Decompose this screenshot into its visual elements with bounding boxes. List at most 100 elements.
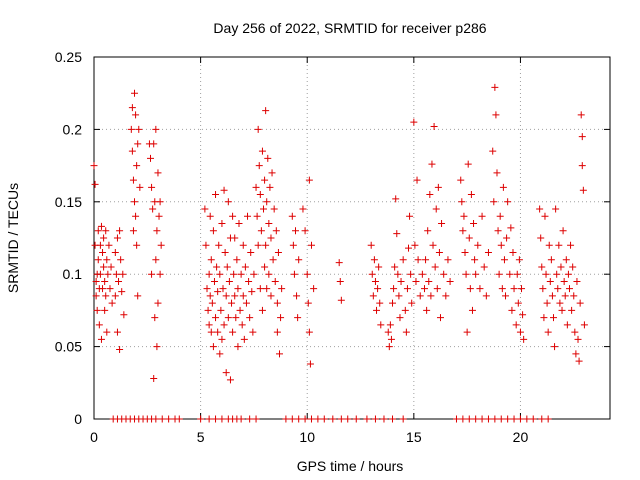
- data-point: [371, 277, 379, 285]
- data-point: [250, 270, 258, 278]
- data-point: [99, 248, 107, 256]
- data-point: [491, 83, 499, 91]
- data-point: [510, 285, 518, 293]
- data-point: [490, 198, 498, 206]
- data-point: [208, 299, 216, 307]
- data-point: [385, 343, 393, 351]
- data-point: [99, 285, 107, 293]
- data-point: [520, 335, 528, 343]
- data-point: [558, 306, 566, 314]
- data-point: [549, 314, 557, 322]
- data-point: [516, 328, 524, 336]
- data-point: [418, 270, 426, 278]
- data-point: [108, 299, 116, 307]
- data-point: [536, 205, 544, 213]
- data-point: [216, 350, 224, 358]
- data-point: [134, 292, 142, 300]
- data-point: [538, 415, 546, 423]
- data-point: [482, 292, 490, 300]
- data-point: [119, 270, 127, 278]
- data-point: [150, 374, 158, 382]
- data-point: [579, 186, 587, 194]
- data-point: [241, 263, 249, 271]
- data-point: [291, 227, 299, 235]
- data-point: [380, 415, 388, 423]
- data-point: [431, 263, 439, 271]
- data-point: [461, 248, 469, 256]
- data-point: [104, 270, 112, 278]
- data-point: [276, 350, 284, 358]
- data-point: [407, 270, 415, 278]
- data-point: [314, 415, 322, 423]
- data-point: [301, 415, 309, 423]
- y-tick-label: 0.15: [55, 194, 82, 210]
- data-point: [225, 277, 233, 285]
- data-point: [510, 415, 518, 423]
- data-point: [254, 125, 262, 133]
- data-point: [567, 241, 575, 249]
- data-point: [113, 234, 121, 242]
- data-point: [258, 147, 266, 155]
- data-point: [116, 227, 124, 235]
- data-point: [395, 292, 403, 300]
- data-point: [95, 321, 103, 329]
- data-point: [405, 244, 413, 252]
- data-point: [554, 285, 562, 293]
- data-point: [572, 350, 580, 358]
- data-point: [152, 256, 160, 264]
- data-point: [254, 241, 262, 249]
- data-point: [222, 369, 230, 377]
- data-point: [268, 169, 276, 177]
- y-axis-label: SRMTID / TECUs: [5, 183, 21, 293]
- data-point: [412, 277, 420, 285]
- data-point: [147, 154, 155, 162]
- data-point: [156, 270, 164, 278]
- data-point: [157, 241, 165, 249]
- data-point: [111, 292, 119, 300]
- data-point: [408, 299, 416, 307]
- data-point: [374, 285, 382, 293]
- data-point: [253, 212, 261, 220]
- data-point: [537, 234, 545, 242]
- data-point: [548, 292, 556, 300]
- data-point: [498, 285, 506, 293]
- data-point: [102, 227, 110, 235]
- data-point: [376, 299, 384, 307]
- data-point: [206, 292, 214, 300]
- data-point: [565, 285, 573, 293]
- data-point: [129, 227, 137, 235]
- data-point: [224, 198, 232, 206]
- data-point: [246, 415, 254, 423]
- data-point: [518, 285, 526, 293]
- data-point: [219, 285, 227, 293]
- data-point: [464, 160, 472, 168]
- data-point: [457, 176, 465, 184]
- data-point: [244, 212, 252, 220]
- data-point: [403, 285, 411, 293]
- data-point: [274, 248, 282, 256]
- data-point: [551, 343, 559, 351]
- data-point: [337, 296, 345, 304]
- data-point: [149, 205, 157, 213]
- data-point: [504, 198, 512, 206]
- y-tick-label: 0.2: [63, 121, 83, 137]
- data-point: [229, 328, 237, 336]
- data-point: [231, 234, 239, 242]
- data-point: [307, 241, 315, 249]
- data-point: [529, 415, 537, 423]
- data-point: [452, 415, 460, 423]
- data-point: [414, 256, 422, 264]
- data-point: [563, 321, 571, 329]
- data-point: [155, 212, 163, 220]
- data-point: [156, 198, 164, 206]
- data-point: [402, 328, 410, 336]
- data-point: [230, 270, 238, 278]
- data-point: [90, 162, 98, 170]
- data-point: [557, 263, 565, 271]
- data-point: [503, 234, 511, 242]
- data-point: [105, 241, 113, 249]
- data-point: [561, 292, 569, 300]
- data-point: [294, 314, 302, 322]
